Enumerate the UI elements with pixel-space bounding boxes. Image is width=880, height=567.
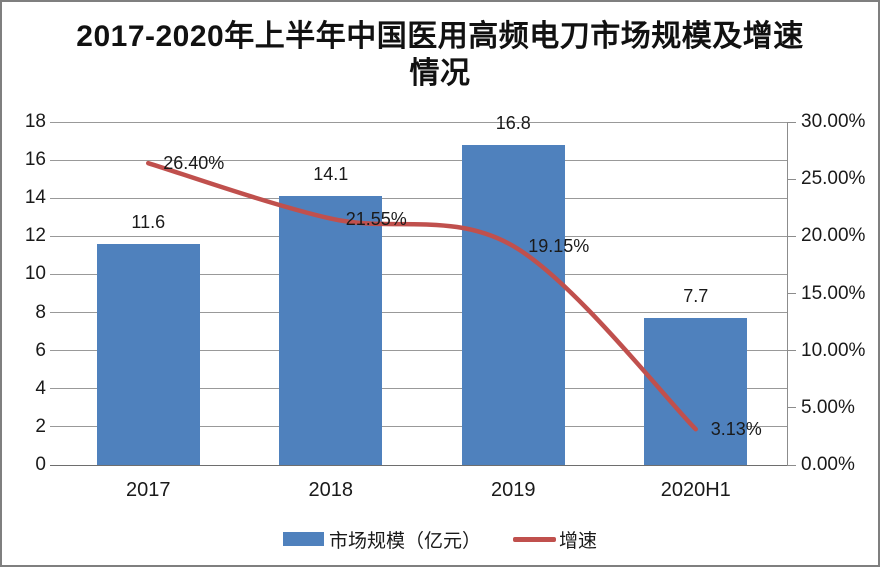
right-axis-tick-label: 20.00% bbox=[801, 225, 866, 247]
x-axis-tick-label: 2020H1 bbox=[660, 479, 731, 501]
x-axis-tick-label: 2017 bbox=[126, 479, 171, 501]
right-axis-tick-label: 15.00% bbox=[801, 282, 866, 304]
plot-area: 11.6 14.1 16.8 7.7 26.40% 21.55% 19.15% 3.13% bbox=[50, 113, 796, 466]
bar-2019 bbox=[461, 144, 565, 465]
x-axis-tick-label: 2018 bbox=[308, 479, 354, 501]
bar-2017 bbox=[96, 243, 200, 465]
right-axis-tick-label: 25.00% bbox=[801, 168, 866, 190]
left-axis-tick-label: 4 bbox=[35, 377, 46, 399]
right-axis-tick bbox=[787, 464, 796, 466]
right-axis-tick-label: 5.00% bbox=[801, 396, 855, 418]
chart-title-line1: 2017-2020年上半年中国医用高频电刀市场规模及增速 bbox=[76, 20, 804, 53]
line-point-label: 26.40% bbox=[163, 153, 225, 174]
gridline bbox=[50, 350, 787, 352]
gridline bbox=[50, 197, 787, 199]
gridline bbox=[50, 464, 787, 466]
gridline bbox=[50, 273, 787, 275]
right-axis-tick bbox=[787, 350, 796, 352]
right-axis-tick bbox=[787, 293, 796, 294]
legend: 市场规模（亿元） 增速 bbox=[2, 526, 878, 552]
left-axis-tick-label: 12 bbox=[24, 225, 46, 247]
left-axis-tick-label: 2 bbox=[35, 415, 46, 437]
right-axis-tick bbox=[787, 121, 796, 123]
right-axis-tick-label: 30.00% bbox=[801, 111, 866, 132]
right-axis-tick-label: 10.00% bbox=[801, 339, 866, 361]
bar-2018 bbox=[279, 196, 383, 465]
gridline bbox=[50, 426, 787, 428]
x-axis-tick-label: 2019 bbox=[491, 479, 536, 501]
gridline bbox=[50, 159, 787, 161]
legend-line-label: 增速 bbox=[559, 530, 598, 552]
bar-value-label: 11.6 bbox=[131, 211, 166, 232]
left-axis-tick-label: 18 bbox=[24, 111, 46, 132]
growth-line-layer bbox=[146, 160, 698, 432]
bar-value-label: 7.7 bbox=[683, 286, 709, 307]
line-point-label: 19.15% bbox=[528, 236, 590, 257]
line-point-label: 21.55% bbox=[345, 208, 407, 229]
right-axis-tick bbox=[787, 407, 796, 409]
line-point-label: 3.13% bbox=[710, 419, 762, 440]
gridline bbox=[50, 121, 787, 123]
left-axis-tick-label: 16 bbox=[24, 149, 46, 171]
chart-title-line2: 情况 bbox=[409, 57, 471, 90]
left-axis-tick-label: 8 bbox=[35, 301, 46, 323]
legend-bar-label: 市场规模（亿元） bbox=[328, 530, 481, 552]
left-axis-tick-label: 0 bbox=[35, 454, 46, 475]
right-axis-tick bbox=[787, 235, 796, 237]
legend-bar-swatch bbox=[282, 532, 324, 546]
gridline bbox=[50, 235, 787, 237]
bar-value-label: 16.8 bbox=[495, 112, 531, 133]
left-axis-tick-label: 14 bbox=[24, 187, 46, 209]
left-axis-tick-label: 10 bbox=[24, 263, 46, 285]
right-axis-tick-label: 0.00% bbox=[801, 454, 855, 475]
legend-line-swatch bbox=[513, 536, 556, 542]
chart-title: 2017-2020年上半年中国医用高频电刀市场规模及增速 情况 bbox=[2, 18, 878, 92]
gridline bbox=[50, 388, 787, 390]
right-axis-tick bbox=[787, 178, 796, 180]
gridline bbox=[50, 312, 787, 314]
growth-line bbox=[146, 160, 698, 432]
left-axis-tick-label: 6 bbox=[35, 339, 46, 361]
bar-value-label: 14.1 bbox=[313, 164, 349, 185]
